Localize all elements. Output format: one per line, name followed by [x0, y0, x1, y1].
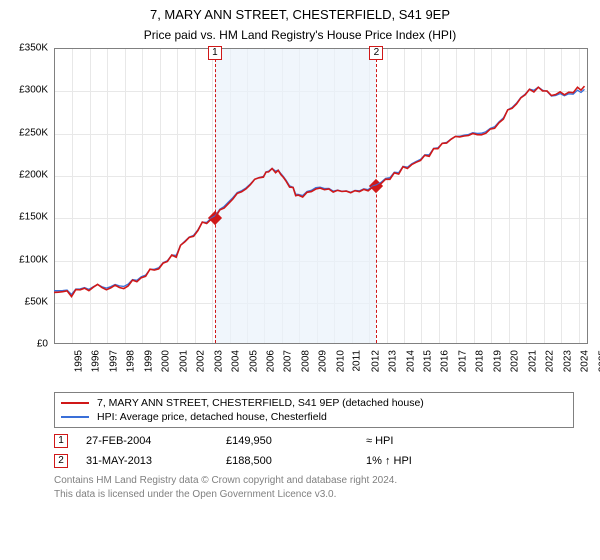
sale-row: 2 31-MAY-2013 £188,500 1% ↑ HPI	[54, 454, 592, 468]
legend-item-price-paid: 7, MARY ANN STREET, CHESTERFIELD, S41 9E…	[61, 397, 567, 409]
x-axis-label: 2001	[178, 350, 189, 372]
x-axis-label: 1996	[91, 350, 102, 372]
x-axis-label: 2020	[510, 350, 521, 372]
x-axis-label: 2008	[300, 350, 311, 372]
series-hpi	[54, 87, 585, 294]
x-axis-label: 2003	[213, 350, 224, 372]
chart-area: 12 £0£50K£100K£150K£200K£250K£300K£350K1…	[8, 48, 592, 388]
x-axis-label: 2018	[475, 350, 486, 372]
x-axis-label: 2015	[422, 350, 433, 372]
attribution-line: Contains HM Land Registry data © Crown c…	[54, 474, 592, 488]
x-axis-label: 2021	[527, 350, 538, 372]
y-axis-label: £200K	[8, 170, 48, 181]
sale-delta: 1% ↑ HPI	[366, 455, 466, 467]
y-axis-label: £100K	[8, 254, 48, 265]
y-axis-label: £150K	[8, 212, 48, 223]
x-axis-label: 2000	[161, 350, 172, 372]
x-axis-label: 1998	[126, 350, 137, 372]
x-axis-label: 1995	[73, 350, 84, 372]
sale-price: £188,500	[226, 455, 366, 467]
x-axis-label: 1999	[143, 350, 154, 372]
sale-row: 1 27-FEB-2004 £149,950 ≈ HPI	[54, 434, 592, 448]
x-axis-label: 2004	[230, 350, 241, 372]
x-axis-label: 2019	[492, 350, 503, 372]
attribution-line: This data is licensed under the Open Gov…	[54, 488, 592, 502]
series-price_paid	[54, 86, 585, 297]
line-series-svg	[54, 48, 588, 344]
attribution: Contains HM Land Registry data © Crown c…	[54, 474, 592, 501]
x-axis-label: 2012	[370, 350, 381, 372]
legend-swatch-hpi	[61, 416, 89, 418]
chart-subtitle: Price paid vs. HM Land Registry's House …	[8, 28, 592, 42]
chart-title: 7, MARY ANN STREET, CHESTERFIELD, S41 9E…	[8, 6, 592, 24]
x-axis-label: 2017	[457, 350, 468, 372]
legend-label: 7, MARY ANN STREET, CHESTERFIELD, S41 9E…	[97, 397, 424, 409]
x-axis-label: 2005	[248, 350, 259, 372]
x-axis-label: 2002	[195, 350, 206, 372]
y-axis-label: £350K	[8, 43, 48, 54]
sale-marker-2: 2	[54, 454, 68, 468]
x-axis-label: 2016	[440, 350, 451, 372]
legend-box: 7, MARY ANN STREET, CHESTERFIELD, S41 9E…	[54, 392, 574, 428]
y-axis-label: £50K	[8, 296, 48, 307]
x-axis-label: 2014	[405, 350, 416, 372]
x-axis-label: 2011	[352, 350, 363, 372]
sale-price: £149,950	[226, 435, 366, 447]
y-axis-label: £0	[8, 339, 48, 350]
x-axis-label: 2022	[544, 350, 555, 372]
y-axis-label: £250K	[8, 127, 48, 138]
legend-swatch-price-paid	[61, 402, 89, 404]
x-axis-label: 2023	[562, 350, 573, 372]
y-axis-label: £300K	[8, 85, 48, 96]
x-axis-label: 2006	[265, 350, 276, 372]
x-axis-label: 2010	[335, 350, 346, 372]
sales-table: 1 27-FEB-2004 £149,950 ≈ HPI 2 31-MAY-20…	[54, 434, 592, 468]
x-axis-label: 2024	[579, 350, 590, 372]
x-axis-label: 2013	[387, 350, 398, 372]
x-axis-label: 2009	[318, 350, 329, 372]
x-axis-label: 2007	[283, 350, 294, 372]
x-axis-label: 1997	[108, 350, 119, 372]
legend-item-hpi: HPI: Average price, detached house, Ches…	[61, 411, 567, 423]
sale-date: 31-MAY-2013	[86, 455, 226, 467]
sale-date: 27-FEB-2004	[86, 435, 226, 447]
legend-label: HPI: Average price, detached house, Ches…	[97, 411, 327, 423]
sale-marker-1: 1	[54, 434, 68, 448]
sale-delta: ≈ HPI	[366, 435, 466, 447]
